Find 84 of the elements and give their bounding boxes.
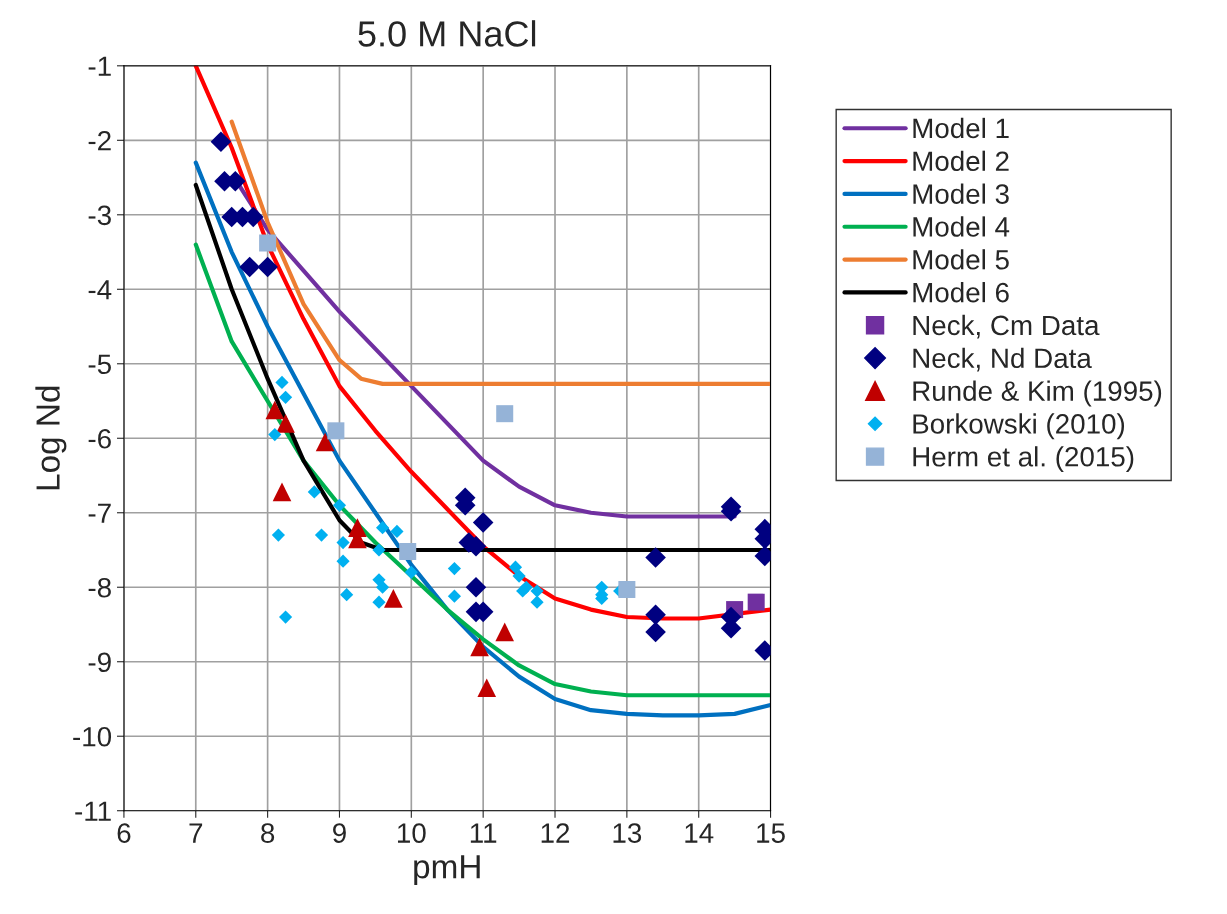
- point: [399, 542, 417, 560]
- point: [496, 405, 514, 423]
- legend-label: Model 3: [913, 183, 1009, 204]
- legend-label: Herm et al. (2015): [913, 446, 1134, 473]
- x-tick-label: 12: [541, 823, 570, 843]
- point: [307, 485, 321, 499]
- point: [375, 521, 390, 535]
- point: [508, 560, 523, 574]
- point: [279, 610, 293, 624]
- point: [340, 588, 354, 602]
- point: [372, 543, 386, 557]
- y-tick-label: -7: [88, 503, 111, 523]
- y-axis-title: Log Nd: [35, 386, 67, 490]
- x-tick-label: 7: [189, 823, 203, 843]
- line-series: [193, 160, 771, 718]
- legend-label: Model 5: [913, 249, 1009, 270]
- point: [747, 593, 765, 611]
- x-tick-label: 9: [333, 823, 346, 843]
- point: [390, 524, 404, 538]
- y-tick-label: -4: [88, 280, 112, 300]
- point: [447, 562, 462, 576]
- point: [272, 482, 292, 502]
- y-tick-label: -6: [88, 428, 111, 449]
- point: [404, 565, 418, 579]
- point: [495, 622, 515, 642]
- x-tick-label: 13: [613, 823, 642, 843]
- legend-label: Borkowski (2010): [913, 413, 1125, 440]
- point: [265, 400, 285, 420]
- legend-label: Model 1: [913, 117, 1009, 139]
- point: [239, 256, 260, 278]
- legend-label: Model 2: [913, 150, 1009, 172]
- point: [447, 589, 462, 603]
- legend-label: Runde & Kim (1995): [913, 380, 1162, 407]
- line-series: [229, 119, 771, 386]
- chart-title: 5.0 M NaCl: [358, 20, 536, 47]
- point: [336, 535, 350, 550]
- point: [257, 256, 278, 278]
- y-tick-label: -2: [88, 130, 111, 151]
- x-tick-label: 15: [757, 823, 785, 843]
- point: [477, 678, 497, 698]
- x-tick-label: 8: [261, 823, 275, 843]
- point: [530, 584, 544, 598]
- point: [279, 390, 293, 404]
- point: [645, 547, 666, 568]
- point: [332, 498, 347, 512]
- legend-label: Model 4: [913, 216, 1010, 237]
- x-tick-label: 11: [470, 823, 497, 843]
- y-tick-label: -11: [75, 801, 111, 821]
- legend-label: Neck, Nd Data: [913, 347, 1092, 372]
- point: [259, 234, 277, 252]
- point: [645, 621, 666, 643]
- y-tick-label: -1: [88, 56, 111, 76]
- point: [271, 528, 285, 542]
- point: [372, 595, 386, 609]
- point: [314, 528, 329, 542]
- point: [327, 422, 345, 440]
- point: [465, 576, 487, 598]
- legend-label: Neck, Cm Data: [913, 314, 1100, 339]
- point: [268, 427, 282, 442]
- y-tick-label: -8: [88, 577, 111, 598]
- point: [618, 580, 636, 598]
- point: [516, 584, 530, 598]
- y-tick-label: -5: [88, 354, 111, 375]
- y-tick-label: -10: [73, 726, 112, 747]
- point: [210, 131, 232, 153]
- point: [275, 375, 289, 389]
- y-tick-label: -3: [88, 205, 111, 226]
- point: [645, 604, 666, 626]
- point: [315, 432, 335, 452]
- point: [472, 512, 494, 533]
- x-tick-label: 14: [685, 823, 714, 843]
- point: [375, 580, 390, 594]
- point: [470, 637, 489, 657]
- point: [530, 595, 544, 609]
- x-tick-label: 10: [397, 823, 426, 843]
- point: [336, 554, 350, 568]
- point: [384, 589, 403, 608]
- line-series: [193, 242, 771, 698]
- legend-label: Model 6: [913, 282, 1009, 303]
- point: [512, 569, 526, 583]
- y-tick-label: -9: [88, 652, 111, 673]
- point: [276, 414, 295, 433]
- x-tick-label: 6: [117, 823, 131, 843]
- x-axis-title: pmH: [414, 855, 480, 886]
